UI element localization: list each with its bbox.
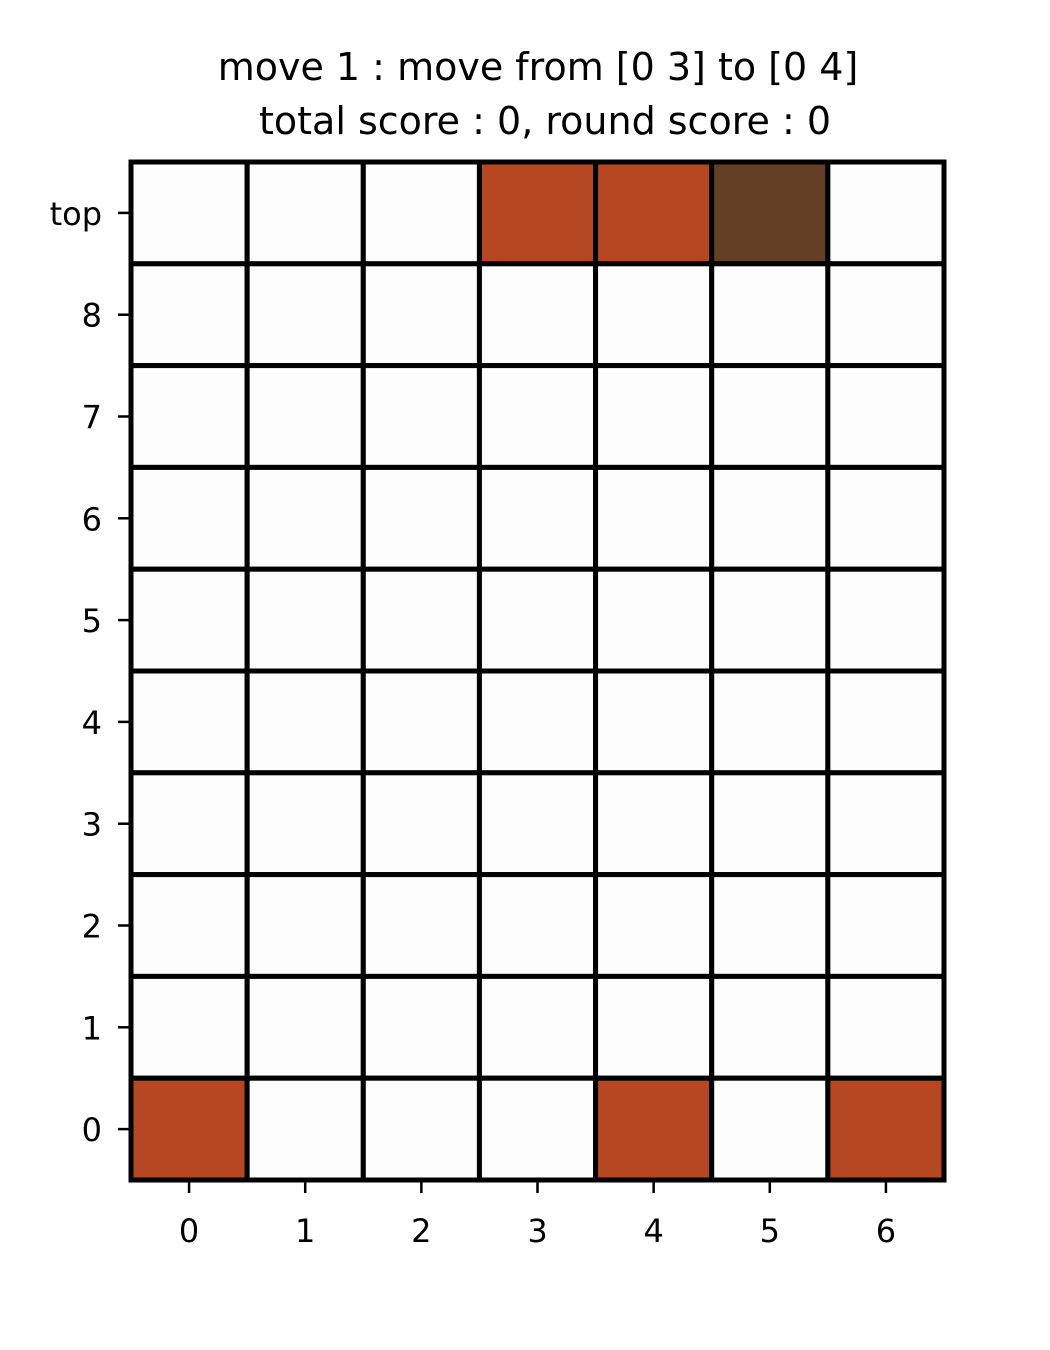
block-cell-0-0[interactable] — [128, 1075, 250, 1183]
column-label: 4 — [643, 1212, 663, 1250]
empty-cell[interactable] — [476, 770, 599, 878]
row-label: 6 — [82, 500, 102, 538]
empty-cell[interactable] — [244, 872, 366, 979]
axis-ticks: top 8 7 6 5 4 3 2 1 0 0 1 2 3 4 5 6 — [50, 195, 897, 1250]
empty-cell[interactable] — [244, 566, 366, 674]
empty-cell[interactable] — [244, 973, 366, 1081]
empty-cell[interactable] — [360, 668, 482, 776]
empty-cell[interactable] — [476, 363, 599, 470]
title-line-2: total score : 0, round score : 0 — [259, 99, 831, 143]
empty-cell[interactable] — [244, 464, 366, 572]
block-cell-top-3[interactable] — [476, 159, 599, 267]
row-label: top — [50, 195, 102, 233]
row-label: 8 — [82, 297, 102, 335]
empty-cell[interactable] — [593, 770, 715, 878]
row-label: 3 — [82, 806, 102, 844]
empty-cell[interactable] — [360, 159, 482, 267]
row-label: 2 — [82, 908, 102, 946]
empty-cell[interactable] — [476, 566, 599, 674]
block-cell-top-4[interactable] — [593, 159, 715, 267]
column-label: 1 — [295, 1212, 315, 1250]
empty-cell[interactable] — [709, 363, 831, 470]
empty-cell[interactable] — [360, 363, 482, 470]
empty-cell[interactable] — [709, 872, 831, 979]
row-label: 7 — [82, 399, 102, 437]
row-label: 5 — [82, 602, 102, 640]
empty-cell[interactable] — [476, 872, 599, 979]
empty-cell[interactable] — [128, 973, 250, 1081]
empty-cell[interactable] — [593, 872, 715, 979]
empty-cell[interactable] — [593, 668, 715, 776]
empty-cell[interactable] — [593, 363, 715, 470]
empty-cell[interactable] — [360, 464, 482, 572]
block-cell-0-4[interactable] — [593, 1075, 715, 1183]
empty-cell[interactable] — [709, 770, 831, 878]
empty-cell[interactable] — [128, 668, 250, 776]
empty-cell[interactable] — [128, 566, 250, 674]
column-label: 3 — [527, 1212, 547, 1250]
empty-cell[interactable] — [244, 1075, 366, 1183]
empty-cell[interactable] — [825, 159, 947, 267]
empty-cell[interactable] — [593, 973, 715, 1081]
empty-cell[interactable] — [593, 464, 715, 572]
empty-cell[interactable] — [476, 261, 599, 369]
empty-cell[interactable] — [709, 1075, 831, 1183]
column-label: 6 — [876, 1212, 896, 1250]
empty-cell[interactable] — [825, 770, 947, 878]
empty-cell[interactable] — [244, 261, 366, 369]
empty-cell[interactable] — [709, 973, 831, 1081]
empty-cell[interactable] — [709, 464, 831, 572]
empty-cell[interactable] — [825, 363, 947, 470]
row-label: 1 — [82, 1009, 102, 1047]
empty-cell[interactable] — [476, 464, 599, 572]
empty-cell[interactable] — [476, 668, 599, 776]
empty-cell[interactable] — [709, 566, 831, 674]
column-label: 5 — [760, 1212, 780, 1250]
empty-cell[interactable] — [244, 363, 366, 470]
column-label: 2 — [411, 1212, 431, 1250]
empty-cell[interactable] — [360, 872, 482, 979]
empty-cell[interactable] — [476, 1075, 599, 1183]
empty-cell[interactable] — [244, 159, 366, 267]
empty-cell[interactable] — [825, 261, 947, 369]
empty-cell[interactable] — [825, 973, 947, 1081]
empty-cell[interactable] — [128, 159, 250, 267]
empty-cell[interactable] — [128, 872, 250, 979]
empty-cell[interactable] — [709, 261, 831, 369]
empty-cell[interactable] — [709, 668, 831, 776]
empty-cell[interactable] — [244, 770, 366, 878]
empty-cell[interactable] — [825, 668, 947, 776]
empty-cell[interactable] — [593, 261, 715, 369]
empty-cell[interactable] — [128, 464, 250, 572]
empty-cell[interactable] — [244, 668, 366, 776]
empty-cell[interactable] — [825, 566, 947, 674]
empty-cell[interactable] — [128, 770, 250, 878]
empty-cell[interactable] — [128, 363, 250, 470]
block-cell-0-6[interactable] — [825, 1075, 947, 1183]
block-cell-top-5[interactable] — [709, 159, 831, 267]
title-line-1: move 1 : move from [0 3] to [0 4] — [218, 45, 859, 89]
empty-cell[interactable] — [360, 566, 482, 674]
column-label: 0 — [179, 1212, 199, 1250]
empty-cell[interactable] — [593, 566, 715, 674]
board-cells — [128, 159, 947, 1183]
empty-cell[interactable] — [825, 872, 947, 979]
empty-cell[interactable] — [360, 1075, 482, 1183]
empty-cell[interactable] — [128, 261, 250, 369]
row-label: 0 — [82, 1111, 102, 1149]
empty-cell[interactable] — [476, 973, 599, 1081]
empty-cell[interactable] — [360, 261, 482, 369]
row-label: 4 — [82, 704, 102, 742]
empty-cell[interactable] — [360, 770, 482, 878]
empty-cell[interactable] — [825, 464, 947, 572]
empty-cell[interactable] — [360, 973, 482, 1081]
